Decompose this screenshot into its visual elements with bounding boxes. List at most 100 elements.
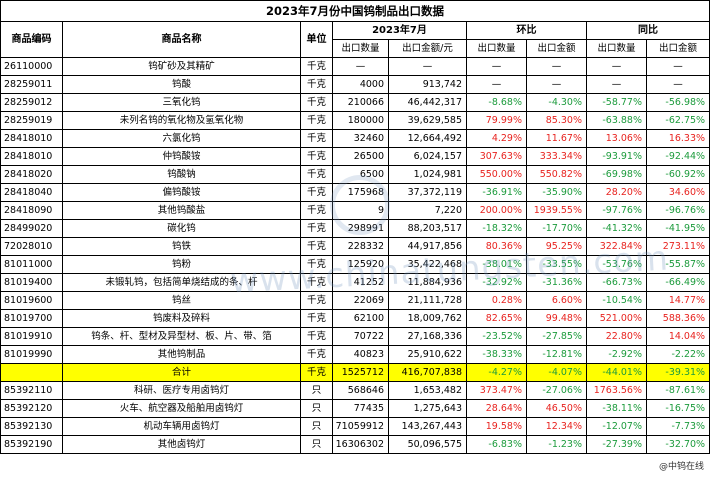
table-row: 85392120 火车、航空器及船舶用卤钨灯只 77435 1,275,643 28.6… xyxy=(0,399,710,418)
row-mom-qty: -36.91% xyxy=(466,183,527,202)
row-unit: 只 xyxy=(300,435,333,454)
row-mom-qty: 80.36% xyxy=(466,237,527,256)
row-yoy-amount: -2.22% xyxy=(645,345,710,364)
row-name: 碳化钨 xyxy=(62,219,301,238)
table-row: 81019700 钨废料及碎料 千克 62100 18,009,762 82.65% 99.… xyxy=(0,309,710,328)
row-mom-amount: -27.06% xyxy=(526,381,587,400)
row-unit: 千克 xyxy=(300,57,333,76)
header-mom: 环比 xyxy=(466,21,587,40)
row-qty: 32460 xyxy=(332,129,389,148)
row-code: 28259019 xyxy=(0,111,63,130)
row-yoy-qty: -27.39% xyxy=(586,435,647,454)
row-unit: 千克 xyxy=(300,201,333,220)
row-mom-amount: 550.82% xyxy=(526,165,587,184)
row-mom-qty: 307.63% xyxy=(466,147,527,166)
row-unit: 千克 xyxy=(300,273,333,292)
row-name: 偏钨酸铵 xyxy=(62,183,301,202)
row-name: 钨条、杆、型材及异型材、板、片、带、箔 xyxy=(62,327,301,346)
row-qty: 41252 xyxy=(332,273,389,292)
row-amount: 416,707,838 xyxy=(388,363,467,382)
table-row: 72028010 钨铁 千克 228332 44,917,856 80.36% 95.25%… xyxy=(0,237,710,256)
row-yoy-qty: -2.92% xyxy=(586,345,647,364)
row-mom-qty: 19.58% xyxy=(466,417,527,436)
row-yoy-qty: 13.06% xyxy=(586,129,647,148)
row-mom-qty: -8.68% xyxy=(466,93,527,112)
row-code: 85392120 xyxy=(0,399,63,418)
row-unit: 千克 xyxy=(300,219,333,238)
row-name: 未列名钨的氧化物及氢氧化物 xyxy=(62,111,301,130)
row-mom-amount: -4.30% xyxy=(526,93,587,112)
row-yoy-amount: 273.11% xyxy=(645,237,710,256)
row-mom-amount: -1.23% xyxy=(526,435,587,454)
row-mom-qty: 0.28% xyxy=(466,291,527,310)
row-mom-amount: 333.34% xyxy=(526,147,587,166)
row-unit: 千克 xyxy=(300,165,333,184)
row-name: 其他卤钨灯 xyxy=(62,435,301,454)
row-amount: 35,422,468 xyxy=(388,255,467,274)
row-qty: 175968 xyxy=(332,183,389,202)
row-mom-qty: -38.33% xyxy=(466,345,527,364)
row-yoy-qty: -97.76% xyxy=(586,201,647,220)
row-yoy-amount: -87.61% xyxy=(645,381,710,400)
row-amount: 50,096,575 xyxy=(388,435,467,454)
row-mom-qty: -23.52% xyxy=(466,327,527,346)
row-yoy-amount: -39.31% xyxy=(645,363,710,382)
row-mom-qty: 200.00% xyxy=(466,201,527,220)
row-unit: 千克 xyxy=(300,93,333,112)
row-qty: 9 xyxy=(332,201,389,220)
row-name: 钨酸钠 xyxy=(62,165,301,184)
row-mom-qty: — xyxy=(466,57,527,76)
row-mom-amount: 12.34% xyxy=(526,417,587,436)
row-unit: 千克 xyxy=(300,111,333,130)
table-row: 28418010 仲钨酸铵 千克 26500 6,024,157 307.63% 333.3… xyxy=(0,147,710,166)
row-name: 机动车辆用卤钨灯 xyxy=(62,417,301,436)
row-code: 28499020 xyxy=(0,219,63,238)
row-yoy-qty: 22.80% xyxy=(586,327,647,346)
row-qty: 180000 xyxy=(332,111,389,130)
row-yoy-amount: 34.60% xyxy=(645,183,710,202)
row-yoy-qty: -53.76% xyxy=(586,255,647,274)
row-mom-amount: 95.25% xyxy=(526,237,587,256)
row-qty: 4000 xyxy=(332,75,389,94)
row-qty: 6500 xyxy=(332,165,389,184)
row-mom-amount: — xyxy=(526,75,587,94)
row-qty: 70722 xyxy=(332,327,389,346)
row-mom-qty: -18.32% xyxy=(466,219,527,238)
row-name: 钨丝 xyxy=(62,291,301,310)
row-code: 85392190 xyxy=(0,435,63,454)
row-code xyxy=(0,363,63,382)
row-code: 81011000 xyxy=(0,255,63,274)
table-row: 81019600 钨丝 千克 22069 21,111,728 0.28% 6.60% -10… xyxy=(0,291,710,310)
row-yoy-qty: -69.98% xyxy=(586,165,647,184)
row-mom-qty: 373.47% xyxy=(466,381,527,400)
row-code: 72028010 xyxy=(0,237,63,256)
row-amount: 46,442,317 xyxy=(388,93,467,112)
row-yoy-amount: -7.73% xyxy=(645,417,710,436)
row-amount: 1,653,482 xyxy=(388,381,467,400)
header-qty: 出口数量 xyxy=(332,39,389,58)
table-row: 85392130 机动车辆用卤钨灯只 71059912 143,267,443 19.5… xyxy=(0,417,710,436)
row-amount: — xyxy=(388,57,467,76)
row-unit: 千克 xyxy=(300,147,333,166)
row-mom-amount: 46.50% xyxy=(526,399,587,418)
export-table: 2023年7月份中国钨制品出口数据 商品编码 商品名称 单位 2023年7月 环… xyxy=(0,0,710,454)
table-row: 28499020 碳化钨 千克 298991 88,203,517 -18.32% -17.… xyxy=(0,219,710,238)
row-code: 26110000 xyxy=(0,57,63,76)
row-name: 科研、医疗专用卤钨灯 xyxy=(62,381,301,400)
row-unit: 千克 xyxy=(300,183,333,202)
table-row: 28418020 钨酸钠 千克 6500 1,024,981 550.00% 550.82%… xyxy=(0,165,710,184)
row-amount: 37,372,119 xyxy=(388,183,467,202)
row-mom-qty: 550.00% xyxy=(466,165,527,184)
row-mom-amount: 85.30% xyxy=(526,111,587,130)
table-row: 81019910 钨条、杆、型材及异型材、板、片、带、箔 千克 70722 27,168… xyxy=(0,327,710,346)
row-qty: 125920 xyxy=(332,255,389,274)
row-code: 81019910 xyxy=(0,327,63,346)
row-yoy-amount: 14.04% xyxy=(645,327,710,346)
row-mom-amount: -35.90% xyxy=(526,183,587,202)
table-row: 81019400 未锻轧钨，包括简单烧结成的条、杆 千克 41252 11,884,93… xyxy=(0,273,710,292)
row-yoy-amount: -96.76% xyxy=(645,201,710,220)
row-yoy-qty: — xyxy=(586,75,647,94)
row-mom-qty: -38.01% xyxy=(466,255,527,274)
row-amount: 25,910,622 xyxy=(388,345,467,364)
row-code: 85392110 xyxy=(0,381,63,400)
